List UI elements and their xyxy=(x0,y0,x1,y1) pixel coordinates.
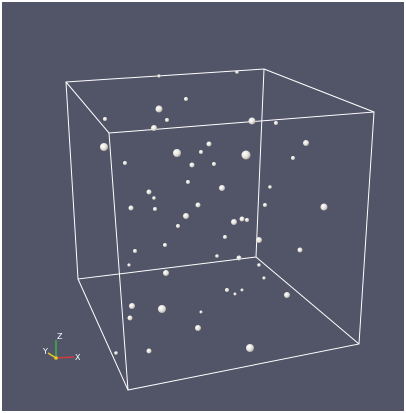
particle xyxy=(241,150,251,160)
particle xyxy=(257,263,261,267)
particle xyxy=(151,125,157,131)
particle xyxy=(153,207,157,211)
particle xyxy=(114,351,118,355)
particle xyxy=(157,74,161,78)
particle xyxy=(152,196,156,200)
particle xyxy=(195,202,201,208)
particle xyxy=(184,97,188,101)
particle xyxy=(129,303,135,309)
particle-cloud xyxy=(100,70,328,355)
particle xyxy=(189,162,195,168)
particle xyxy=(133,249,137,253)
particle xyxy=(233,292,237,296)
particle xyxy=(262,276,266,280)
particle xyxy=(248,117,256,125)
particle xyxy=(163,270,169,276)
particle xyxy=(128,205,134,211)
particle xyxy=(239,216,245,222)
orientation-axes: Z X Y xyxy=(42,332,81,362)
particle xyxy=(263,203,267,207)
y-axis-label: Y xyxy=(42,347,48,356)
particle xyxy=(256,237,262,243)
particle xyxy=(165,118,169,122)
particle xyxy=(183,213,189,219)
particle xyxy=(245,218,249,222)
particle xyxy=(123,161,127,165)
box-edge xyxy=(65,81,110,134)
particle xyxy=(274,121,278,125)
particle xyxy=(240,288,244,292)
particle xyxy=(199,150,203,154)
particle xyxy=(223,235,227,239)
box-edge xyxy=(263,68,375,113)
particle xyxy=(303,140,309,146)
particle xyxy=(212,162,216,166)
particle xyxy=(176,224,180,228)
particle xyxy=(291,156,295,160)
particle xyxy=(127,315,133,321)
particle xyxy=(284,292,290,298)
z-axis-label: Z xyxy=(57,332,63,341)
box-back-face xyxy=(65,68,265,280)
particle xyxy=(158,305,166,313)
particle xyxy=(236,255,242,261)
particle xyxy=(225,288,229,292)
particle xyxy=(297,247,303,253)
particle xyxy=(235,70,239,74)
particle xyxy=(268,185,272,189)
particle xyxy=(206,141,212,147)
particle xyxy=(146,189,152,195)
particle xyxy=(155,105,163,113)
particle xyxy=(215,254,219,258)
particle xyxy=(195,325,201,331)
particle xyxy=(199,310,203,314)
particle xyxy=(173,149,181,157)
particle xyxy=(146,348,152,354)
box-front-face xyxy=(108,111,375,391)
particle xyxy=(246,344,254,352)
particle xyxy=(127,263,131,267)
x-axis-label: X xyxy=(75,353,81,362)
box-edge xyxy=(255,256,360,345)
particle xyxy=(231,219,237,225)
particle xyxy=(320,203,328,211)
particle xyxy=(100,143,108,151)
axes-origin xyxy=(54,356,58,360)
particle xyxy=(163,243,167,247)
x-axis-line xyxy=(55,356,75,359)
box-edge xyxy=(77,278,129,391)
bounding-box xyxy=(65,68,375,391)
particle xyxy=(186,180,190,184)
particle xyxy=(219,185,225,191)
particle xyxy=(103,117,107,121)
